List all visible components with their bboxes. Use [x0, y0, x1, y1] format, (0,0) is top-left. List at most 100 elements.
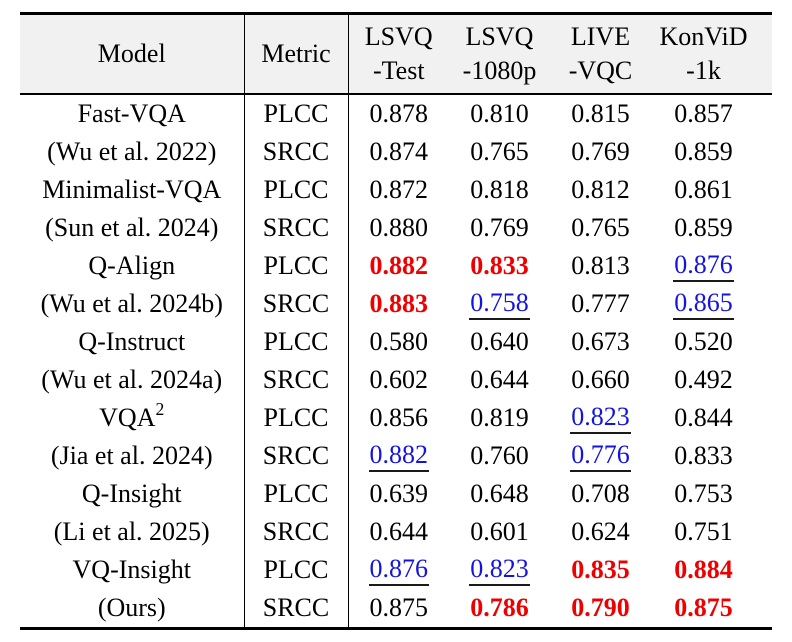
model-cell: Minimalist-VQA: [20, 171, 245, 209]
value-text: 0.880: [369, 213, 429, 242]
value-cell: 0.857: [651, 94, 772, 133]
value-cell: 0.859: [651, 209, 772, 247]
value-cell: 0.819: [449, 399, 550, 437]
value-cell: 0.758: [449, 285, 550, 323]
value-text: 0.769: [470, 213, 529, 242]
value-text: 0.813: [571, 251, 630, 280]
value-cell: 0.492: [651, 361, 772, 399]
model-cell: Q-Instruct: [20, 323, 245, 361]
value-cell: 0.644: [348, 513, 449, 551]
model-cell: (Li et al. 2025): [20, 513, 245, 551]
value-text: 0.644: [470, 365, 529, 394]
value-text: 0.639: [369, 479, 429, 508]
value-cell: 0.813: [550, 247, 651, 285]
value-text: 0.857: [674, 99, 733, 128]
value-text: 0.823: [469, 555, 530, 586]
value-text: 0.758: [469, 289, 530, 320]
header-line1: LIVE: [570, 22, 631, 51]
table-row: (Jia et al. 2024) SRCC 0.882 0.760 0.776 0.83…: [20, 437, 772, 475]
value-text: 0.835: [571, 555, 630, 584]
value-cell: 0.876: [348, 551, 449, 589]
metric-cell: SRCC: [244, 133, 349, 171]
value-text: 0.874: [369, 137, 429, 166]
header-line1: KonViD: [659, 22, 748, 51]
header-line2: -Test: [372, 56, 425, 85]
value-text: 0.624: [571, 517, 630, 546]
value-text: 0.660: [571, 365, 630, 394]
value-cell: 0.884: [651, 551, 772, 589]
table-row: Q-Instruct PLCC 0.580 0.640 0.673 0.520: [20, 323, 772, 361]
value-cell: 0.833: [449, 247, 550, 285]
value-text: 0.884: [674, 555, 733, 584]
value-cell: 0.769: [550, 133, 651, 171]
value-text: 0.776: [570, 441, 631, 472]
value-text: 0.876: [673, 251, 734, 282]
value-text: 0.601: [470, 517, 529, 546]
value-text: 0.708: [571, 479, 630, 508]
model-cell: (Ours): [20, 589, 245, 629]
value-text: 0.859: [674, 213, 733, 242]
value-text: 0.875: [369, 593, 429, 622]
value-text: 0.882: [368, 441, 429, 472]
value-text: 0.833: [470, 251, 529, 280]
model-cell: Q-Align: [20, 247, 245, 285]
value-text: 0.861: [674, 175, 733, 204]
value-cell: 0.835: [550, 551, 651, 589]
value-cell: 0.865: [651, 285, 772, 323]
table-row: (Wu et al. 2022) SRCC 0.874 0.765 0.769 0.859: [20, 133, 772, 171]
value-text: 0.823: [570, 403, 631, 434]
col-header-model: Model: [20, 13, 245, 94]
table-header: Model Metric LSVQ -Test LSVQ -1080p LIVE…: [20, 13, 772, 95]
value-text: 0.648: [470, 479, 529, 508]
col-header-live-vqc: LIVE -VQC: [550, 14, 651, 95]
value-cell: 0.765: [449, 133, 550, 171]
value-text: 0.753: [674, 479, 733, 508]
value-text: 0.875: [674, 593, 733, 622]
results-table-container: Model Metric LSVQ -Test LSVQ -1080p LIVE…: [20, 12, 772, 630]
value-text: 0.520: [674, 327, 733, 356]
value-cell: 0.580: [348, 323, 449, 361]
metric-cell: PLCC: [244, 247, 349, 285]
table-row: VQA2 PLCC 0.856 0.819 0.823 0.844: [20, 399, 772, 437]
header-line1: LSVQ: [364, 22, 433, 51]
metric-cell: PLCC: [244, 551, 349, 589]
value-cell: 0.765: [550, 209, 651, 247]
metric-cell: SRCC: [244, 361, 349, 399]
value-cell: 0.624: [550, 513, 651, 551]
table-row: (Wu et al. 2024a) SRCC 0.602 0.644 0.660 0.49…: [20, 361, 772, 399]
value-text: 0.640: [470, 327, 529, 356]
value-text: 0.786: [470, 593, 529, 622]
model-cell: (Wu et al. 2024a): [20, 361, 245, 399]
model-superscript: 2: [155, 399, 165, 420]
table-row: Fast-VQA PLCC 0.878 0.810 0.815 0.857: [20, 94, 772, 133]
table-row: VQ-Insight PLCC 0.876 0.823 0.835 0.884: [20, 551, 772, 589]
value-cell: 0.833: [651, 437, 772, 475]
model-cell: Q-Insight: [20, 475, 245, 513]
value-text: 0.765: [470, 137, 529, 166]
value-text: 0.769: [571, 137, 630, 166]
table-row: (Ours) SRCC 0.875 0.786 0.790 0.875: [20, 589, 772, 629]
value-text: 0.790: [571, 593, 630, 622]
value-text: 0.760: [470, 441, 529, 470]
header-line1: LSVQ: [465, 22, 534, 51]
metric-cell: SRCC: [244, 437, 349, 475]
value-cell: 0.875: [348, 589, 449, 629]
metric-cell: PLCC: [244, 94, 349, 133]
value-cell: 0.812: [550, 171, 651, 209]
value-text: 0.492: [674, 365, 733, 394]
value-text: 0.602: [369, 365, 429, 394]
table-row: Minimalist-VQA PLCC 0.872 0.818 0.812 0.861: [20, 171, 772, 209]
header-line2: -VQC: [568, 56, 633, 85]
col-header-lsvq-test: LSVQ -Test: [348, 14, 449, 95]
metric-cell: PLCC: [244, 323, 349, 361]
results-table: Model Metric LSVQ -Test LSVQ -1080p LIVE…: [20, 12, 772, 630]
value-cell: 0.818: [449, 171, 550, 209]
value-cell: 0.769: [449, 209, 550, 247]
value-text: 0.765: [571, 213, 630, 242]
value-cell: 0.660: [550, 361, 651, 399]
value-cell: 0.786: [449, 589, 550, 629]
header-line2: -1080p: [462, 56, 537, 85]
value-cell: 0.882: [348, 437, 449, 475]
model-cell: (Wu et al. 2024b): [20, 285, 245, 323]
value-cell: 0.776: [550, 437, 651, 475]
